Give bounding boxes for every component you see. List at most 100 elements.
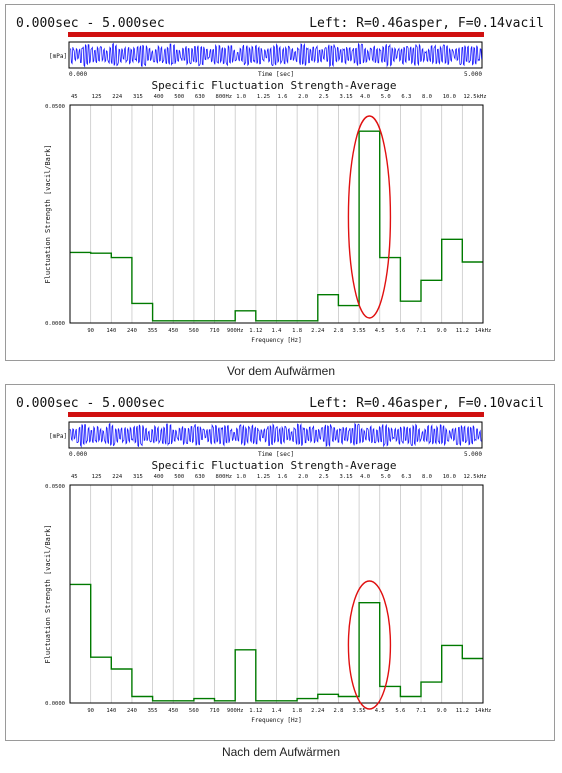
bottom-tick-label: 2.8 bbox=[333, 708, 343, 714]
top-tick-label: 3.15 bbox=[339, 94, 352, 100]
waveform-trace bbox=[69, 42, 482, 68]
bottom-tick-label: 560 bbox=[189, 328, 199, 334]
chart-title: Specific Fluctuation Strength-Average bbox=[151, 79, 396, 92]
bottom-tick-label: 7.1 bbox=[416, 328, 426, 334]
channel-info-label: Left: R=0.46asper, F=0.14vacil bbox=[309, 16, 544, 31]
time-start-label: 0.000 bbox=[69, 71, 87, 78]
bottom-tick-label: 2.8 bbox=[333, 328, 343, 334]
top-tick-label: 630 bbox=[195, 474, 205, 480]
top-tick-label: 12.5kHz bbox=[463, 94, 486, 100]
top-tick-label: 5.0 bbox=[381, 474, 391, 480]
bottom-tick-label: 355 bbox=[148, 708, 158, 714]
bottom-tick-label: 3.55 bbox=[352, 328, 365, 334]
bottom-tick-label: 9.0 bbox=[437, 328, 447, 334]
time-axis-label: Time [sec] bbox=[258, 451, 294, 458]
highlight-ellipse bbox=[347, 580, 392, 710]
caption-after: Nach dem Aufwärmen bbox=[221, 745, 341, 759]
bottom-tick-label: 140 bbox=[106, 708, 116, 714]
bottom-tick-label: 90 bbox=[87, 708, 94, 714]
top-tick-label: 4.0 bbox=[360, 474, 370, 480]
analysis-chart-before: 0.000sec - 5.000sec Left: R=0.46asper, F=… bbox=[16, 16, 544, 344]
bottom-tick-label: 560 bbox=[189, 708, 199, 714]
top-tick-label: 5.0 bbox=[381, 94, 391, 100]
top-tick-label: 800Hz bbox=[216, 474, 233, 480]
top-tick-label: 400 bbox=[154, 94, 164, 100]
top-tick-label: 45 bbox=[71, 474, 78, 480]
top-tick-label: 1.6 bbox=[278, 474, 288, 480]
bottom-tick-label: 11.2 bbox=[456, 708, 469, 714]
y-tick-label-bottom: 0.0000 bbox=[45, 321, 65, 327]
top-tick-label: 224 bbox=[112, 474, 123, 480]
top-tick-label: 6.3 bbox=[401, 94, 411, 100]
bottom-tick-label: 4.5 bbox=[375, 708, 385, 714]
y-axis-label: Fluctuation Strength [vacil/Bark] bbox=[44, 524, 52, 663]
bottom-tick-label: 2.24 bbox=[311, 328, 325, 334]
bottom-tick-label: 7.1 bbox=[416, 708, 426, 714]
bottom-tick-label: 1.8 bbox=[292, 708, 302, 714]
top-tick-label: 315 bbox=[133, 94, 143, 100]
fluctuation-step-series bbox=[70, 130, 483, 322]
top-tick-label: 10.0 bbox=[443, 474, 456, 480]
y-axis-label: Fluctuation Strength [vacil/Bark] bbox=[44, 144, 52, 283]
time-selection-bar bbox=[68, 32, 484, 37]
top-tick-label: 224 bbox=[112, 94, 123, 100]
bottom-tick-label: 5.6 bbox=[395, 708, 405, 714]
top-tick-label: 500 bbox=[174, 94, 184, 100]
x-axis-label: Frequency [Hz] bbox=[251, 717, 302, 724]
top-tick-label: 315 bbox=[133, 474, 143, 480]
time-range-label: 0.000sec - 5.000sec bbox=[16, 16, 165, 31]
bottom-tick-label: 11.2 bbox=[456, 328, 469, 334]
bottom-tick-label: 710 bbox=[210, 328, 220, 334]
bottom-tick-label: 14kHz bbox=[475, 328, 492, 334]
top-tick-label: 6.3 bbox=[401, 474, 411, 480]
top-tick-label: 1.0 bbox=[236, 94, 246, 100]
panel-before: 0.000sec - 5.000sec Left: R=0.46asper, F=… bbox=[5, 4, 555, 361]
top-tick-label: 125 bbox=[92, 94, 102, 100]
bottom-tick-label: 3.55 bbox=[352, 708, 365, 714]
bottom-tick-label: 14kHz bbox=[475, 708, 492, 714]
top-tick-label: 400 bbox=[154, 474, 164, 480]
time-start-label: 0.000 bbox=[69, 451, 87, 458]
bottom-tick-label: 240 bbox=[127, 708, 137, 714]
highlight-ellipse bbox=[347, 115, 392, 319]
time-selection-bar bbox=[68, 412, 484, 417]
top-tick-label: 1.25 bbox=[257, 94, 270, 100]
top-tick-label: 1.25 bbox=[257, 474, 270, 480]
chart-title: Specific Fluctuation Strength-Average bbox=[151, 459, 396, 472]
x-axis-label: Frequency [Hz] bbox=[251, 337, 302, 344]
top-tick-label: 8.0 bbox=[422, 474, 432, 480]
y-tick-label-bottom: 0.0000 bbox=[45, 701, 65, 707]
bottom-tick-label: 1.8 bbox=[292, 328, 302, 334]
bottom-tick-label: 2.24 bbox=[311, 708, 325, 714]
time-axis-label: Time [sec] bbox=[258, 71, 294, 78]
top-tick-label: 3.15 bbox=[339, 474, 352, 480]
bottom-tick-label: 1.4 bbox=[272, 708, 283, 714]
top-tick-label: 8.0 bbox=[422, 94, 432, 100]
top-tick-label: 2.5 bbox=[319, 474, 329, 480]
top-tick-label: 1.0 bbox=[236, 474, 246, 480]
top-tick-label: 125 bbox=[92, 474, 102, 480]
time-end-label: 5.000 bbox=[464, 451, 482, 458]
bottom-tick-label: 140 bbox=[106, 328, 116, 334]
caption-before: Vor dem Aufwärmen bbox=[226, 364, 336, 378]
top-tick-label: 2.0 bbox=[298, 474, 308, 480]
waveform-unit-label: [mPa] bbox=[49, 433, 67, 440]
y-tick-label-top: 0.0500 bbox=[45, 484, 65, 490]
bottom-tick-label: 4.5 bbox=[375, 328, 385, 334]
bottom-tick-label: 900Hz bbox=[227, 328, 244, 334]
bottom-tick-label: 900Hz bbox=[227, 708, 244, 714]
analysis-chart-after: 0.000sec - 5.000sec Left: R=0.46asper, F=… bbox=[16, 396, 544, 724]
time-range-label: 0.000sec - 5.000sec bbox=[16, 396, 165, 411]
bottom-tick-label: 1.12 bbox=[249, 328, 262, 334]
top-tick-label: 800Hz bbox=[216, 94, 233, 100]
bottom-tick-label: 5.6 bbox=[395, 328, 405, 334]
top-tick-label: 10.0 bbox=[443, 94, 456, 100]
channel-info-label: Left: R=0.46asper, F=0.10vacil bbox=[309, 396, 544, 411]
top-tick-label: 630 bbox=[195, 94, 205, 100]
time-end-label: 5.000 bbox=[464, 71, 482, 78]
y-tick-label-top: 0.0500 bbox=[45, 104, 65, 110]
top-tick-label: 12.5kHz bbox=[463, 474, 486, 480]
bottom-tick-label: 1.12 bbox=[249, 708, 262, 714]
bottom-tick-label: 90 bbox=[87, 328, 94, 334]
bottom-tick-label: 710 bbox=[210, 708, 220, 714]
